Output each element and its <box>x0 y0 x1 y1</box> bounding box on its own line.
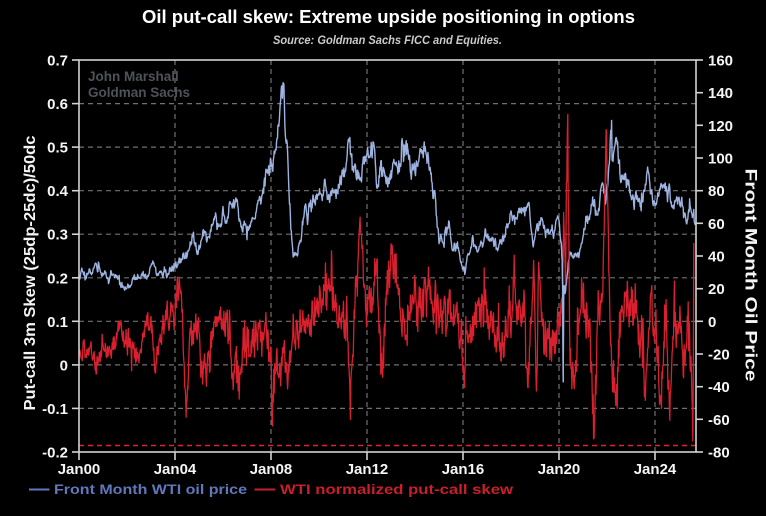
svg-text:-20: -20 <box>708 347 730 364</box>
svg-text:0.2: 0.2 <box>47 270 68 287</box>
svg-text:John Marshall: John Marshall <box>88 69 179 84</box>
svg-text:Oil put-call skew: Extreme ups: Oil put-call skew: Extreme upside positi… <box>142 7 635 27</box>
svg-text:Front Month Oil Price: Front Month Oil Price <box>742 169 761 382</box>
svg-text:80: 80 <box>708 183 725 200</box>
svg-text:0: 0 <box>60 357 68 374</box>
svg-text:-40: -40 <box>708 379 730 396</box>
svg-text:0.6: 0.6 <box>47 96 68 113</box>
svg-text:0.1: 0.1 <box>47 314 68 331</box>
svg-text:100: 100 <box>708 151 733 168</box>
svg-text:0.3: 0.3 <box>47 227 68 244</box>
svg-text:160: 160 <box>708 53 733 70</box>
svg-text:Jan00: Jan00 <box>58 461 101 478</box>
svg-text:Jan24: Jan24 <box>634 461 677 478</box>
svg-text:-80: -80 <box>708 445 730 462</box>
svg-text:0: 0 <box>708 314 716 331</box>
svg-text:-60: -60 <box>708 412 730 429</box>
svg-text:Goldman Sachs: Goldman Sachs <box>88 85 190 100</box>
svg-text:Jan12: Jan12 <box>346 461 389 478</box>
svg-text:0.5: 0.5 <box>47 140 68 157</box>
svg-text:-0.2: -0.2 <box>42 445 68 462</box>
svg-text:Jan20: Jan20 <box>538 461 581 478</box>
svg-text:-0.1: -0.1 <box>42 401 68 418</box>
svg-text:Front Month WTI oil price: Front Month WTI oil price <box>54 481 247 497</box>
svg-text:Jan08: Jan08 <box>250 461 293 478</box>
svg-text:140: 140 <box>708 85 733 102</box>
svg-text:Put-call 3m Skew (25dp-25dc)/5: Put-call 3m Skew (25dp-25dc)/50dc <box>22 135 39 410</box>
svg-text:0.4: 0.4 <box>47 183 69 200</box>
svg-text:Jan04: Jan04 <box>154 461 197 478</box>
svg-text:WTI normalized put-call skew: WTI normalized put-call skew <box>280 481 513 497</box>
svg-text:120: 120 <box>708 118 733 135</box>
svg-text:Jan16: Jan16 <box>442 461 485 478</box>
svg-text:0.7: 0.7 <box>47 53 68 70</box>
svg-text:20: 20 <box>708 281 725 298</box>
svg-text:60: 60 <box>708 216 725 233</box>
svg-text:Source: Goldman Sachs FICC and: Source: Goldman Sachs FICC and Equities. <box>273 33 502 47</box>
svg-text:40: 40 <box>708 249 725 266</box>
